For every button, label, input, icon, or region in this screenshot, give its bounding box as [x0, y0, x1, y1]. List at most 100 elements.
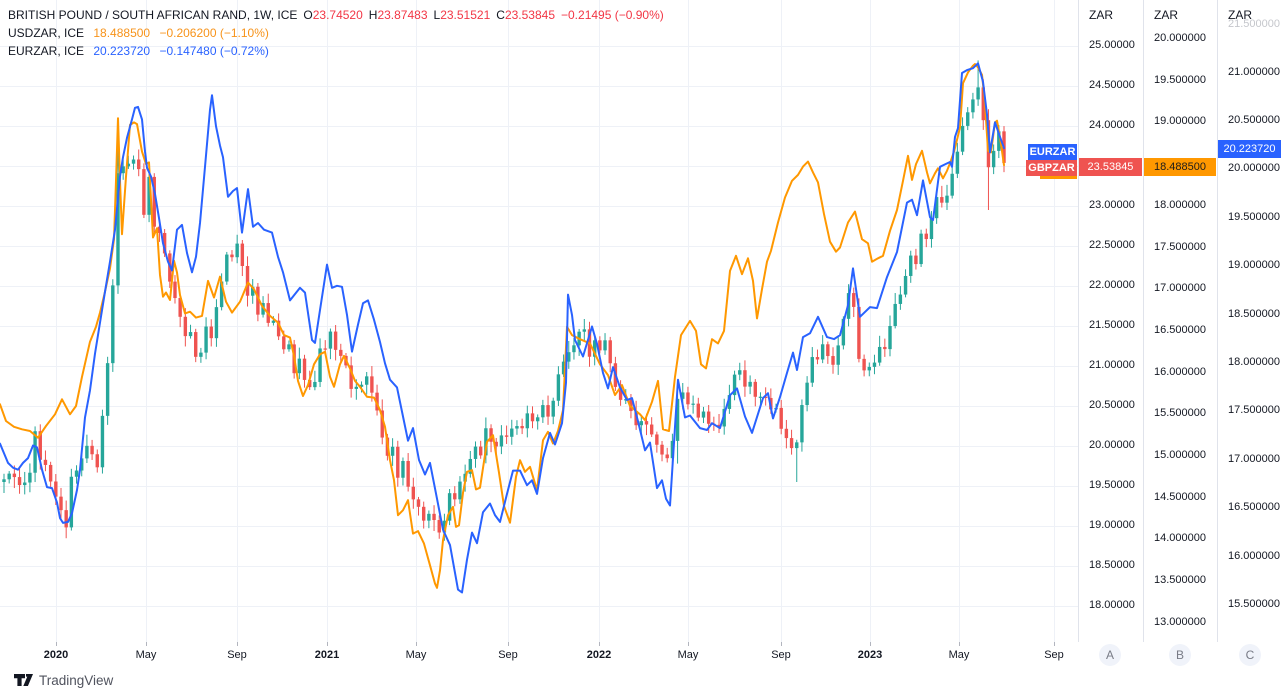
axis-b-tick: 16.000000 — [1154, 366, 1206, 378]
legend-usdzar-row[interactable]: USDZAR, ICE 18.488500 −0.206200 (−1.10%) — [8, 24, 664, 42]
time-tick-mark — [237, 642, 238, 646]
series-tag-gbpzar[interactable]: GBPZAR — [1026, 160, 1077, 176]
tradingview-logo-icon — [14, 674, 33, 686]
ohlc-letter: C — [496, 8, 505, 22]
axis-a-tick: 20.00000 — [1089, 439, 1135, 451]
ohlc-value: 23.51521 — [440, 8, 491, 22]
scale-badge-a[interactable]: A — [1099, 644, 1121, 666]
time-axis-label: 2021 — [314, 649, 340, 661]
axis-a-tick: 22.50000 — [1089, 239, 1135, 251]
axis-b-tick: 19.000000 — [1154, 115, 1206, 127]
axis-a-tick: 19.00000 — [1089, 519, 1135, 531]
legend-eurzar-row[interactable]: EURZAR, ICE 20.223720 −0.147480 (−0.72%) — [8, 42, 664, 60]
ohlc-value: 23.74520 — [312, 8, 363, 22]
axis-c-tick: 20.000000 — [1228, 162, 1280, 174]
time-axis-label: 2022 — [586, 649, 612, 661]
axis-c-tick: 21.000000 — [1228, 66, 1280, 78]
symbol-change: −0.21495 (−0.90%) — [561, 8, 664, 22]
time-axis-label: 2023 — [857, 649, 883, 661]
time-axis-label: Sep — [498, 649, 518, 661]
price-scale-a[interactable]: ZAR 25.00000 24.50000 24.00000 23.00000 22.50… — [1079, 0, 1143, 642]
line-series-eurzar — [0, 62, 1005, 594]
scale-separator-bc[interactable] — [1217, 0, 1218, 668]
axis-b-tick: 14.000000 — [1154, 532, 1206, 544]
axis-b-tick: 15.000000 — [1154, 449, 1206, 461]
scale-separator-ab[interactable] — [1143, 0, 1144, 668]
time-tick-mark — [146, 642, 147, 646]
axis-a-tick: 21.00000 — [1089, 359, 1135, 371]
scale-badge-c[interactable]: C — [1239, 644, 1261, 666]
candlestick-series-gbpzar — [2, 60, 1006, 541]
usdzar-tag-edge — [1040, 176, 1077, 179]
axis-c-tick: 18.500000 — [1228, 308, 1280, 320]
time-tick-mark — [508, 642, 509, 646]
axis-b-tick: 14.500000 — [1154, 491, 1206, 503]
legend-symbol-row[interactable]: BRITISH POUND / SOUTH AFRICAN RAND, 1W, … — [8, 6, 664, 24]
time-axis-label: Sep — [227, 649, 247, 661]
price-chart-canvas[interactable] — [0, 0, 1078, 642]
time-tick-mark — [327, 642, 328, 646]
axis-c-tick: 18.000000 — [1228, 356, 1280, 368]
time-tick-mark — [1054, 642, 1055, 646]
time-axis-label: May — [135, 649, 157, 661]
usdzar-change: −0.206200 (−1.10%) — [159, 26, 269, 40]
axis-c-tick: 21.500000 — [1228, 18, 1280, 30]
time-tick-mark — [870, 642, 871, 646]
price-scale-b[interactable]: ZAR 20.000000 19.500000 19.000000 18.000000 1… — [1144, 0, 1217, 642]
time-tick-mark — [688, 642, 689, 646]
time-tick-mark — [599, 642, 600, 646]
grid-lines — [0, 0, 1078, 642]
axis-b-tick: 15.500000 — [1154, 407, 1206, 419]
price-scale-currency-label: ZAR — [1228, 8, 1252, 22]
axis-b-tick: 19.500000 — [1154, 74, 1206, 86]
axis-c-tick: 19.500000 — [1228, 211, 1280, 223]
time-tick-mark — [781, 642, 782, 646]
eurzar-name: EURZAR, ICE — [8, 44, 85, 58]
axis-c-tick: 19.000000 — [1228, 259, 1280, 271]
axis-a-tick: 21.50000 — [1089, 319, 1135, 331]
time-axis-label: 2020 — [43, 649, 69, 661]
chart-legend: BRITISH POUND / SOUTH AFRICAN RAND, 1W, … — [8, 6, 664, 60]
axis-a-tick: 25.00000 — [1089, 39, 1135, 51]
axis-b-tick: 13.000000 — [1154, 616, 1206, 628]
time-axis-label: May — [677, 649, 699, 661]
symbol-title: BRITISH POUND / SOUTH AFRICAN RAND, 1W, … — [8, 8, 298, 22]
footer-bar: TradingView — [0, 668, 1282, 698]
series-tag-eurzar[interactable]: EURZAR — [1028, 144, 1077, 160]
axis-b-tick: 16.500000 — [1154, 324, 1206, 336]
last-price-label-b: 18.488500 — [1144, 158, 1216, 176]
scale-badge-b[interactable]: B — [1169, 644, 1191, 666]
usdzar-value: 18.488500 — [93, 26, 151, 40]
axis-a-tick: 24.00000 — [1089, 119, 1135, 131]
axis-b-tick: 17.500000 — [1154, 241, 1206, 253]
axis-c-tick: 20.500000 — [1228, 114, 1280, 126]
last-price-label-a: 23.53845 — [1079, 158, 1142, 176]
time-axis-label: May — [405, 649, 427, 661]
axis-a-tick: 22.00000 — [1089, 279, 1135, 291]
axis-a-tick: 18.50000 — [1089, 559, 1135, 571]
last-price-label-c: 20.223720 — [1218, 140, 1281, 158]
axis-a-tick: 18.00000 — [1089, 599, 1135, 611]
axis-c-tick: 17.500000 — [1228, 404, 1280, 416]
price-scale-currency-label: ZAR — [1154, 8, 1178, 22]
time-tick-mark — [416, 642, 417, 646]
axis-c-tick: 17.000000 — [1228, 453, 1280, 465]
price-scale-c[interactable]: ZAR 21.500000 21.000000 20.500000 20.000000 1… — [1218, 0, 1282, 642]
axis-c-tick: 15.500000 — [1228, 598, 1280, 610]
ohlc-letter: H — [368, 8, 378, 22]
line-series-usdzar — [0, 63, 1005, 589]
axis-a-tick: 19.50000 — [1089, 479, 1135, 491]
axis-b-tick: 13.500000 — [1154, 574, 1206, 586]
axis-a-tick: 24.50000 — [1089, 79, 1135, 91]
axis-a-tick: 20.50000 — [1089, 399, 1135, 411]
tradingview-brand[interactable]: TradingView — [14, 672, 113, 688]
time-axis[interactable]: A B C 2020 May Sep 2021 May Sep 2022 May Sep 2023 May… — [0, 642, 1282, 668]
ohlc-value: 23.53845 — [504, 8, 555, 22]
pane-separator[interactable] — [1078, 0, 1079, 668]
axis-c-tick: 16.000000 — [1228, 550, 1280, 562]
time-tick-mark — [56, 642, 57, 646]
eurzar-value: 20.223720 — [93, 44, 151, 58]
ohlc-letter: O — [303, 8, 313, 22]
time-axis-label: Sep — [1044, 649, 1064, 661]
